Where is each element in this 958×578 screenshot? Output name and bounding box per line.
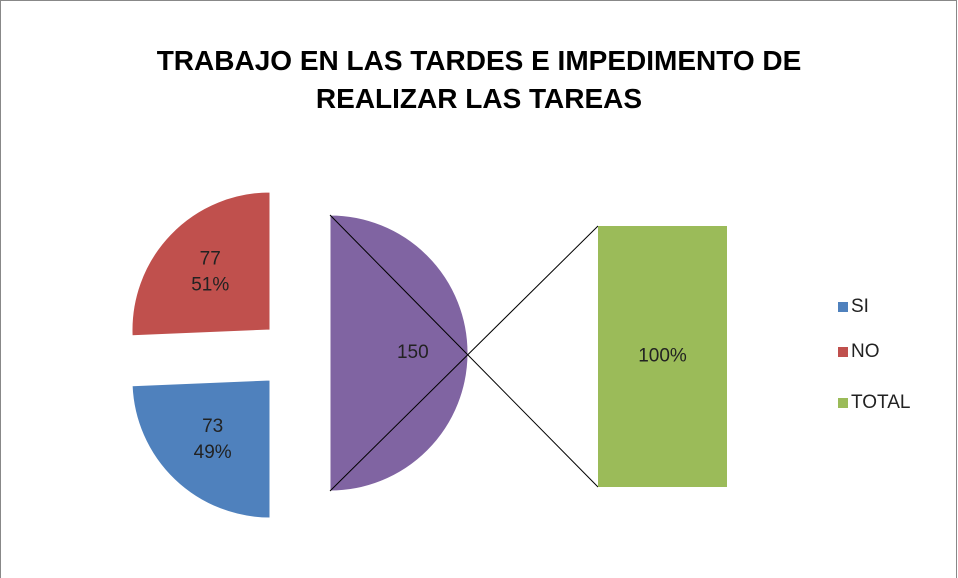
data-label: 51%	[191, 275, 229, 296]
data-label: 150	[397, 342, 429, 363]
legend-swatch	[838, 347, 848, 357]
data-label: 49%	[194, 442, 232, 463]
legend-label: TOTAL	[851, 392, 910, 413]
pie-slice	[131, 191, 271, 337]
legend-swatch	[838, 398, 848, 408]
pie-slice	[329, 214, 469, 492]
legend-swatch	[838, 302, 848, 312]
data-label: 77	[200, 249, 221, 270]
legend-label: NO	[851, 341, 880, 362]
data-label: 100%	[638, 346, 687, 367]
legend-label: SI	[851, 296, 869, 317]
data-label: 73	[202, 416, 223, 437]
connector	[329, 214, 599, 488]
pie-slice	[131, 379, 271, 519]
chart-title: TRABAJO EN LAS TARDES E IMPEDIMENTO DE R…	[156, 45, 802, 114]
connector	[329, 225, 599, 492]
bar	[598, 226, 727, 487]
